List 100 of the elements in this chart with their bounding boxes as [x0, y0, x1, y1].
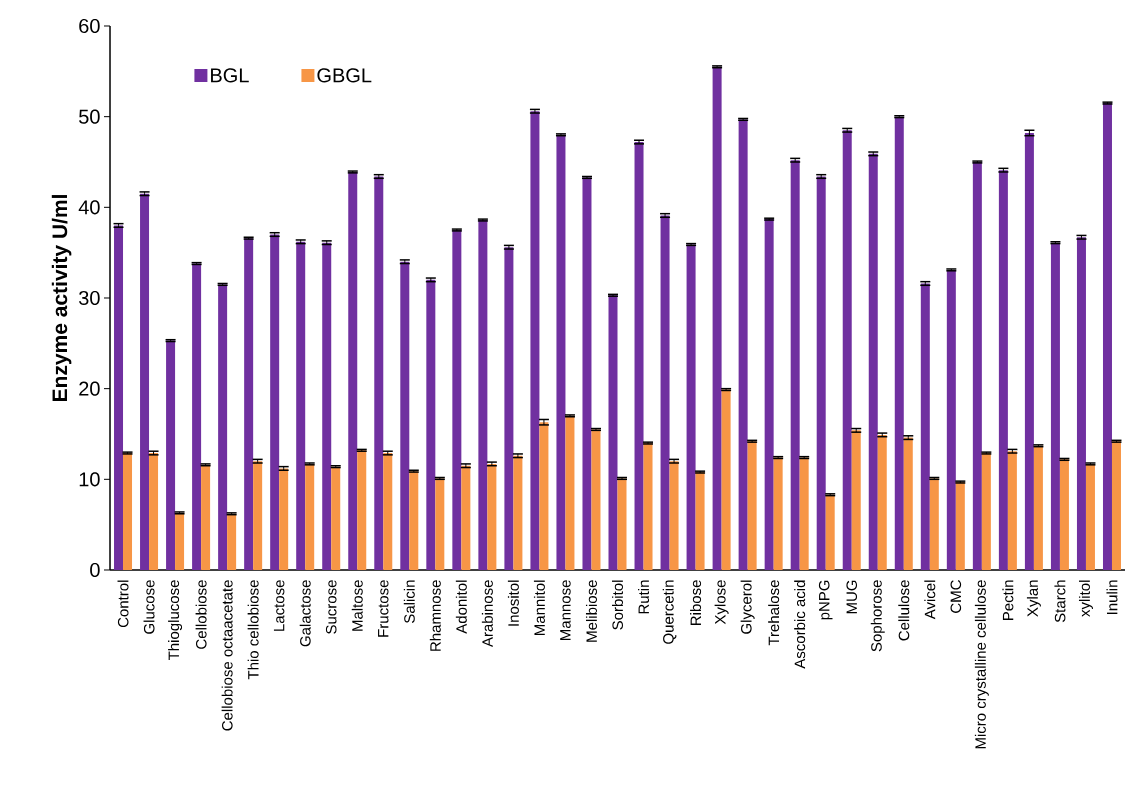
x-tick-label: Quercetin — [662, 580, 677, 644]
bar — [894, 116, 904, 570]
bar — [643, 443, 653, 570]
bar — [851, 430, 861, 570]
bar — [192, 263, 202, 570]
x-tick-label: Glucose — [143, 580, 155, 634]
bar — [712, 66, 722, 570]
bar — [877, 434, 887, 570]
x-tick-label: Ascorbic acid — [794, 580, 806, 669]
x-tick-label: Arabinose — [481, 580, 493, 648]
bar — [244, 238, 254, 570]
x-tick-label: Sorbitol — [611, 580, 623, 630]
x-tick-label: Ribose — [690, 580, 702, 625]
bar — [539, 422, 549, 570]
y-tick-label: 50 — [79, 109, 100, 124]
x-tick-label: xylitol — [1078, 580, 1093, 617]
bar — [955, 482, 965, 570]
bar — [695, 472, 705, 570]
bar — [409, 471, 419, 570]
x-tick-label: Pectin — [1002, 580, 1014, 620]
bar — [218, 284, 228, 570]
bar — [903, 437, 913, 570]
bar — [166, 340, 176, 570]
x-tick-label: Sophorose — [870, 580, 885, 652]
bar — [686, 244, 696, 570]
bar — [825, 494, 835, 570]
bar — [348, 171, 358, 570]
bar — [764, 219, 774, 570]
x-tick-label: Rutin — [638, 580, 650, 614]
bar — [868, 153, 878, 570]
bar — [426, 279, 436, 570]
bar — [140, 193, 150, 570]
x-tick-label: pNPG — [818, 580, 833, 620]
bar — [660, 215, 670, 570]
bar — [1076, 237, 1086, 570]
x-tick-label: Cellobiose — [195, 580, 207, 649]
y-tick-label: 60 — [79, 18, 100, 34]
bar — [1033, 445, 1043, 570]
y-tick-label: 20 — [79, 381, 100, 396]
x-tick-label: Cellobiose octaacetate — [221, 580, 233, 731]
x-tick-label: Salicin — [403, 580, 415, 624]
x-tick-label: Starch — [1054, 580, 1066, 623]
bar — [998, 170, 1008, 570]
bar — [175, 512, 185, 570]
bar — [591, 429, 601, 570]
legend-label: BGL — [211, 68, 249, 83]
bar — [513, 455, 523, 570]
x-tick-label: Glycerol — [740, 580, 755, 634]
x-tick-label: Inulin — [1106, 580, 1118, 614]
bar — [400, 261, 410, 570]
x-tick-label: Sucrose — [325, 580, 337, 634]
bar — [669, 461, 679, 570]
x-tick-label: Micro crystalline cellulose — [974, 580, 989, 749]
bar — [946, 269, 956, 570]
x-tick-label: Inositol — [507, 580, 519, 626]
y-tick-label: 0 — [90, 562, 100, 578]
bar — [478, 220, 488, 570]
bar — [305, 463, 315, 570]
bar — [114, 225, 124, 570]
bar — [435, 478, 445, 570]
x-tick-label: Lactose — [273, 580, 285, 631]
x-tick-label: Xylose — [714, 580, 729, 625]
bar — [981, 453, 991, 570]
legend-label: GBGL — [317, 68, 372, 83]
bar — [747, 441, 757, 570]
x-tick-label: Maltose — [351, 580, 363, 631]
bar — [790, 160, 800, 570]
bar — [721, 389, 731, 570]
x-tick-label: Fructose — [378, 580, 389, 637]
x-tick-label: Galactose — [299, 580, 311, 647]
x-tick-label: MUG — [846, 580, 858, 614]
x-tick-label: Mannose — [560, 580, 571, 640]
bar — [374, 176, 384, 570]
bar — [461, 465, 471, 570]
bar — [357, 450, 367, 570]
bar — [383, 453, 393, 570]
bar — [1050, 242, 1060, 570]
bar — [530, 111, 540, 570]
bar — [556, 134, 566, 570]
bar — [279, 468, 289, 570]
bar — [972, 161, 982, 570]
bar — [1059, 459, 1069, 570]
bar — [123, 453, 133, 570]
x-tick-label: Adonitol — [455, 580, 467, 634]
bar — [504, 247, 514, 570]
x-tick-label: Xylan — [1026, 580, 1041, 617]
bar — [929, 478, 939, 570]
bar — [1111, 441, 1121, 570]
bar — [565, 415, 575, 570]
bar — [1085, 463, 1095, 570]
bar — [1024, 132, 1034, 570]
bar — [608, 295, 618, 570]
x-tick-label: Avicel — [924, 580, 936, 620]
bar — [270, 234, 280, 570]
x-tick-label: Mannitol — [533, 580, 545, 635]
x-tick-label: Rhamnose — [429, 580, 441, 651]
bar — [738, 119, 748, 570]
bar — [582, 177, 592, 570]
x-tick-label: Cellulose — [898, 580, 910, 641]
bar — [452, 229, 462, 570]
